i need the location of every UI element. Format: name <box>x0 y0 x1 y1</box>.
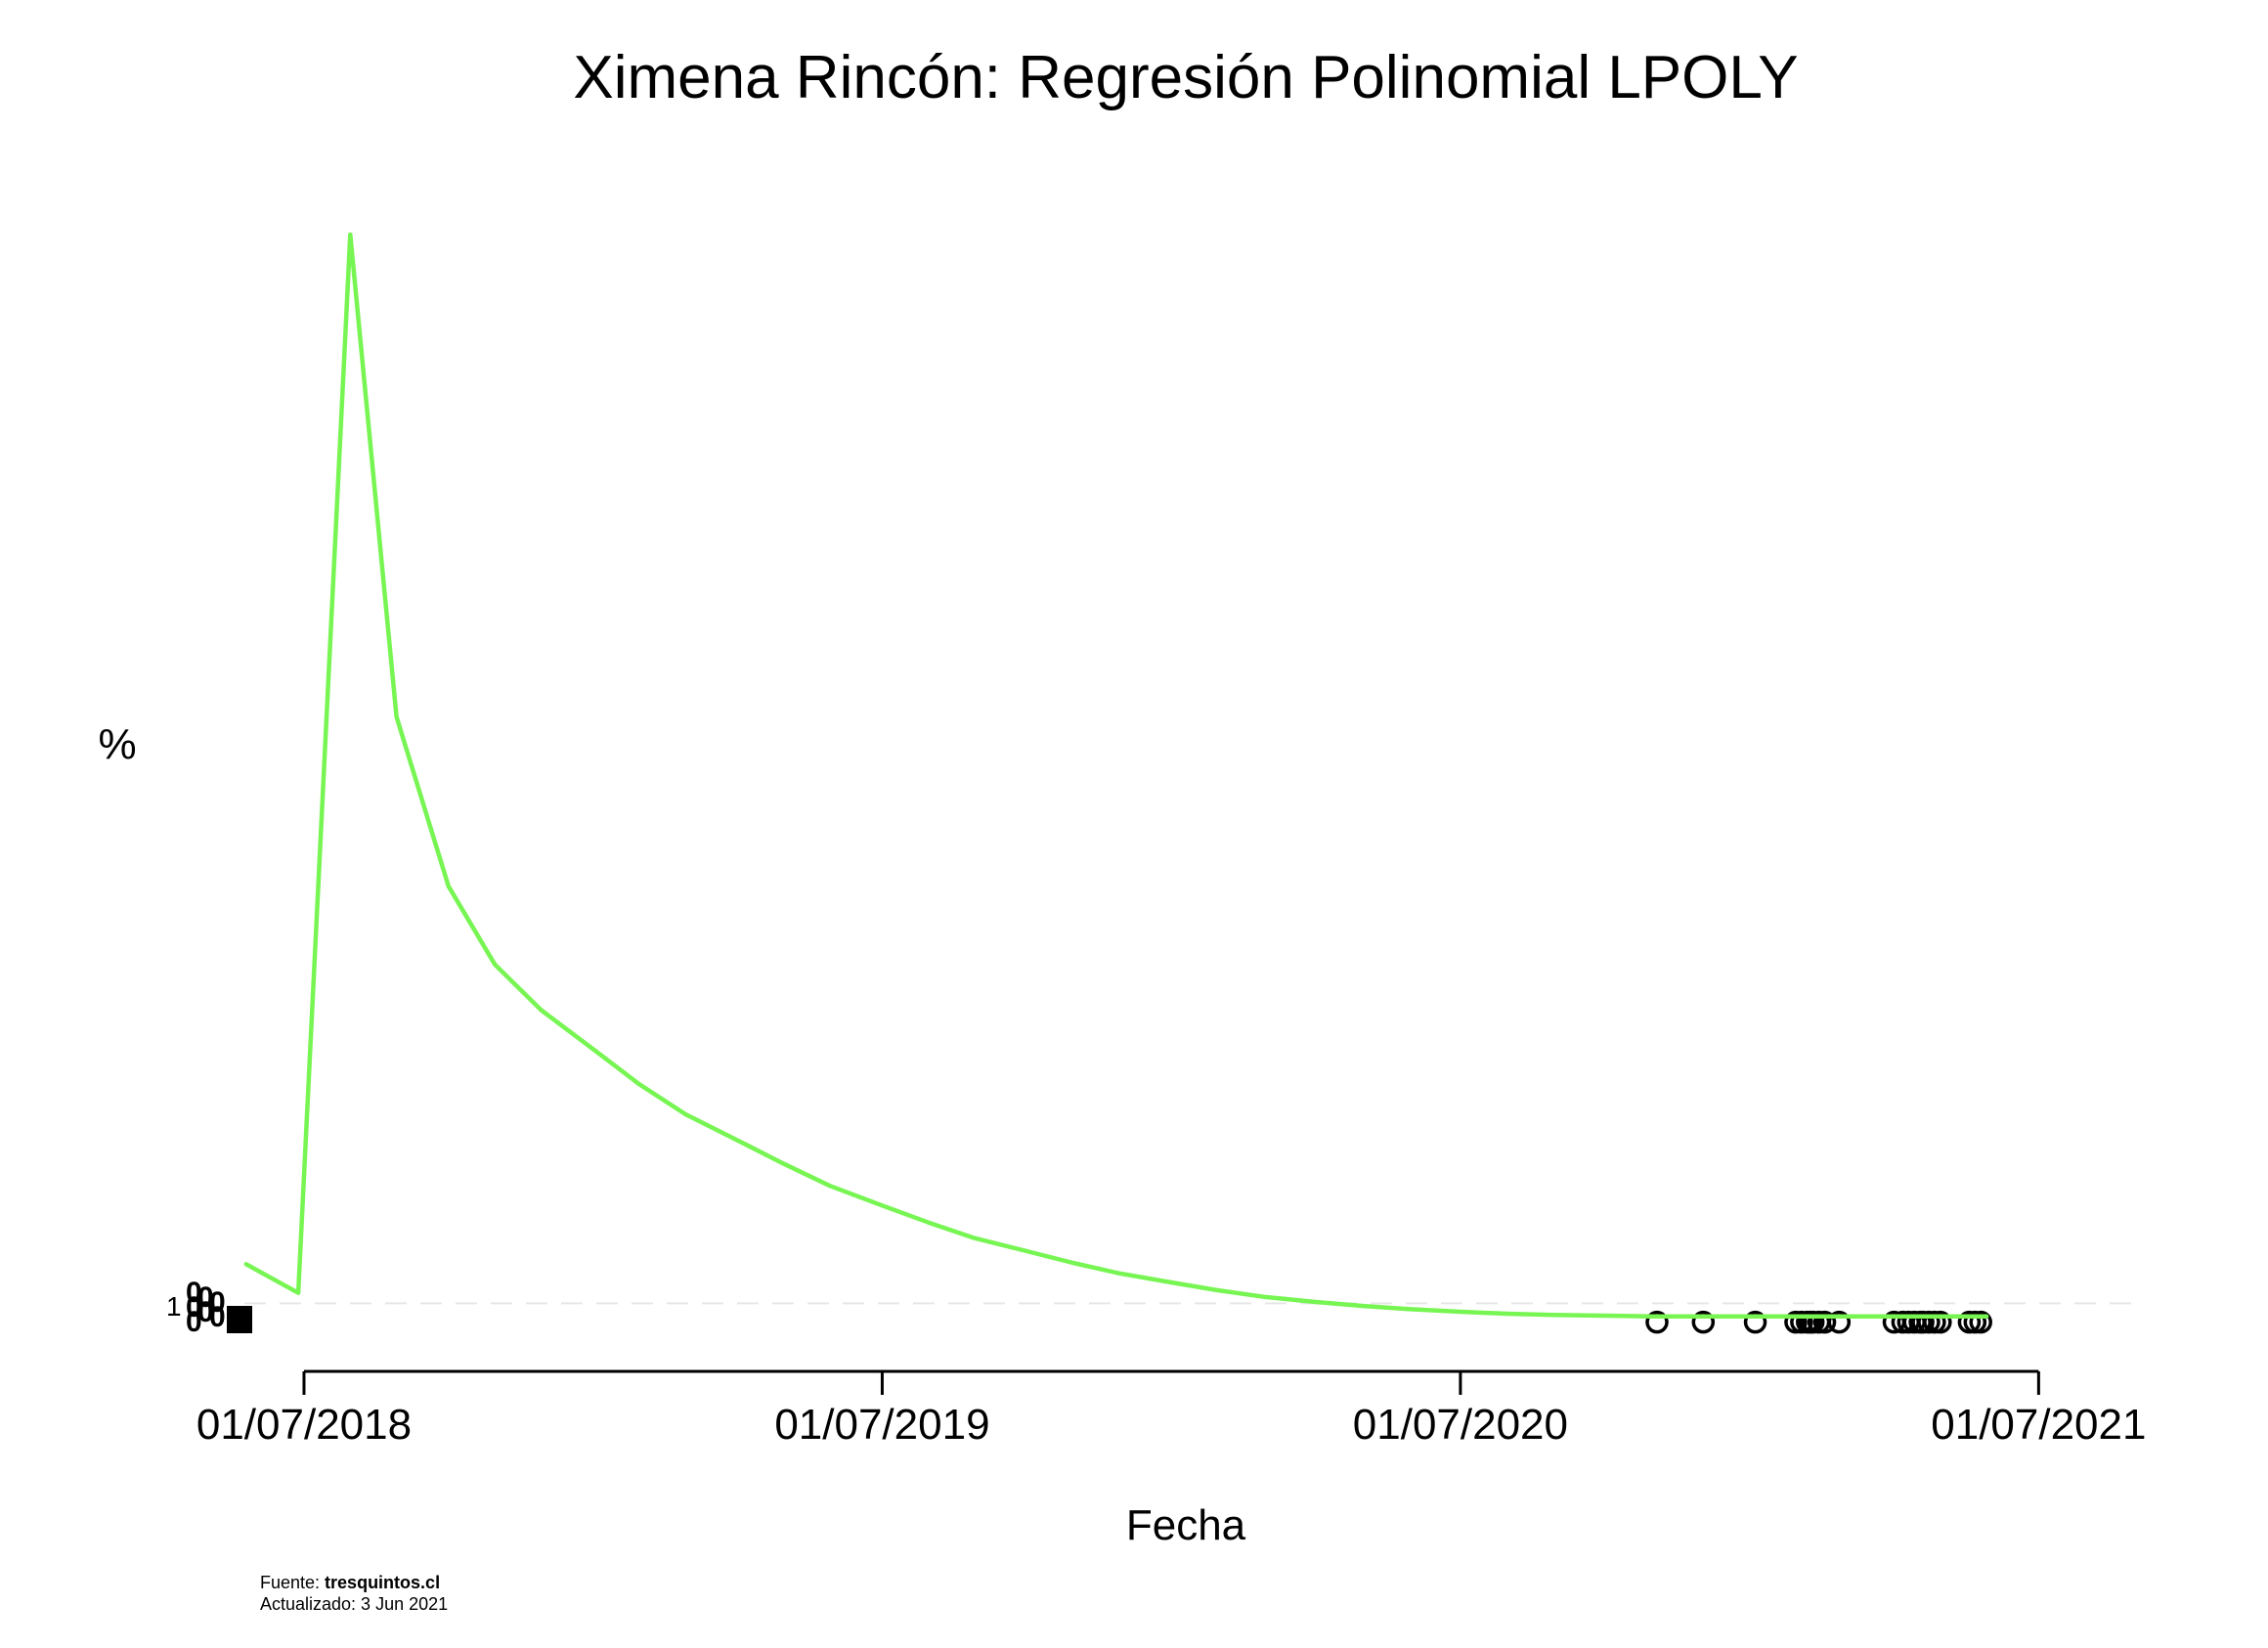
footer-source-prefix: Fuente: <box>260 1573 326 1592</box>
observation-point <box>1827 1310 1852 1334</box>
y-tick-label: 0 <box>197 1296 214 1328</box>
y-tick-mark-block <box>227 1306 252 1333</box>
observation-point <box>1969 1310 1992 1334</box>
observation-point <box>1743 1310 1767 1334</box>
series-line-lpoly <box>243 232 1989 1319</box>
footer: Fuente: tresquintos.cl Actualizado: 3 Ju… <box>260 1572 448 1615</box>
y-tick-label: 0 <box>186 1306 202 1338</box>
x-axis: 01/07/2018 01/07/2019 01/07/2020 01/07/2021 <box>196 1369 2146 1449</box>
observation-points <box>1645 1310 1992 1334</box>
x-tick-label: 01/07/2019 <box>774 1401 989 1449</box>
series-layer <box>243 232 1989 1319</box>
observation-point <box>1691 1310 1716 1334</box>
y-tick-label: 0 <box>186 1291 202 1323</box>
x-tick-label: 01/07/2020 <box>1353 1401 1568 1449</box>
footer-source-name: tresquintos.cl <box>325 1573 441 1592</box>
footer-source: Fuente: tresquintos.cl <box>260 1572 448 1593</box>
chart-title: Ximena Rincón: Regresión Polinomial LPOL… <box>573 44 1798 111</box>
observation-point <box>1645 1310 1669 1334</box>
y-tick-label: 0 <box>197 1281 214 1314</box>
y-tick-label: 0 <box>209 1286 226 1319</box>
x-axis-label: Fecha <box>1126 1501 1246 1549</box>
y-tick-label: 0 <box>186 1277 202 1309</box>
observation-point <box>1812 1310 1837 1334</box>
x-tick-label: 01/07/2018 <box>196 1401 412 1449</box>
y-tick-label: 0 <box>209 1301 226 1333</box>
y-tick-label: 1 <box>166 1291 182 1322</box>
x-tick-label: 01/07/2021 <box>1931 1401 2146 1449</box>
observation-point <box>1929 1310 1952 1334</box>
y-axis-label: % <box>98 720 136 768</box>
footer-updated: Actualizado: 3 Jun 2021 <box>260 1594 449 1614</box>
